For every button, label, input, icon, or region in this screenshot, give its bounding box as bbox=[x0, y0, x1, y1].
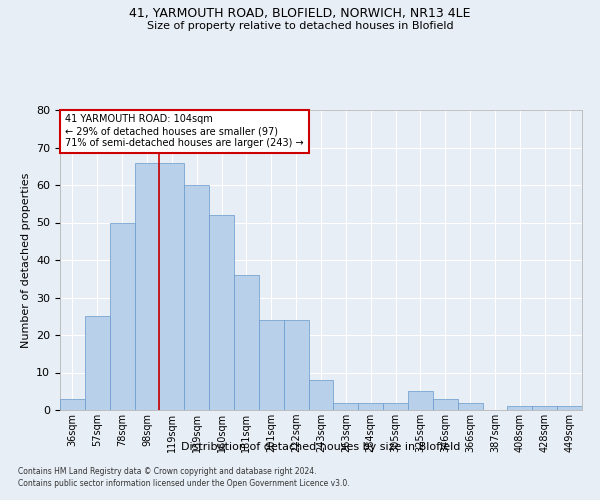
Bar bbox=[160, 162, 184, 410]
Bar bbox=[508, 406, 532, 410]
Bar bbox=[532, 406, 557, 410]
Bar bbox=[458, 402, 482, 410]
Bar bbox=[284, 320, 308, 410]
Text: Contains HM Land Registry data © Crown copyright and database right 2024.: Contains HM Land Registry data © Crown c… bbox=[18, 467, 317, 476]
Text: Size of property relative to detached houses in Blofield: Size of property relative to detached ho… bbox=[146, 21, 454, 31]
Bar bbox=[308, 380, 334, 410]
Text: Distribution of detached houses by size in Blofield: Distribution of detached houses by size … bbox=[181, 442, 461, 452]
Bar bbox=[408, 391, 433, 410]
Bar bbox=[85, 316, 110, 410]
Bar bbox=[209, 215, 234, 410]
Bar bbox=[60, 399, 85, 410]
Text: 41, YARMOUTH ROAD, BLOFIELD, NORWICH, NR13 4LE: 41, YARMOUTH ROAD, BLOFIELD, NORWICH, NR… bbox=[129, 8, 471, 20]
Bar bbox=[358, 402, 383, 410]
Text: 41 YARMOUTH ROAD: 104sqm
← 29% of detached houses are smaller (97)
71% of semi-d: 41 YARMOUTH ROAD: 104sqm ← 29% of detach… bbox=[65, 114, 304, 148]
Text: Contains public sector information licensed under the Open Government Licence v3: Contains public sector information licen… bbox=[18, 478, 350, 488]
Bar bbox=[134, 162, 160, 410]
Bar bbox=[334, 402, 358, 410]
Bar bbox=[259, 320, 284, 410]
Bar bbox=[557, 406, 582, 410]
Bar bbox=[184, 185, 209, 410]
Bar bbox=[110, 222, 134, 410]
Bar bbox=[234, 275, 259, 410]
Bar bbox=[383, 402, 408, 410]
Bar bbox=[433, 399, 458, 410]
Y-axis label: Number of detached properties: Number of detached properties bbox=[20, 172, 31, 348]
